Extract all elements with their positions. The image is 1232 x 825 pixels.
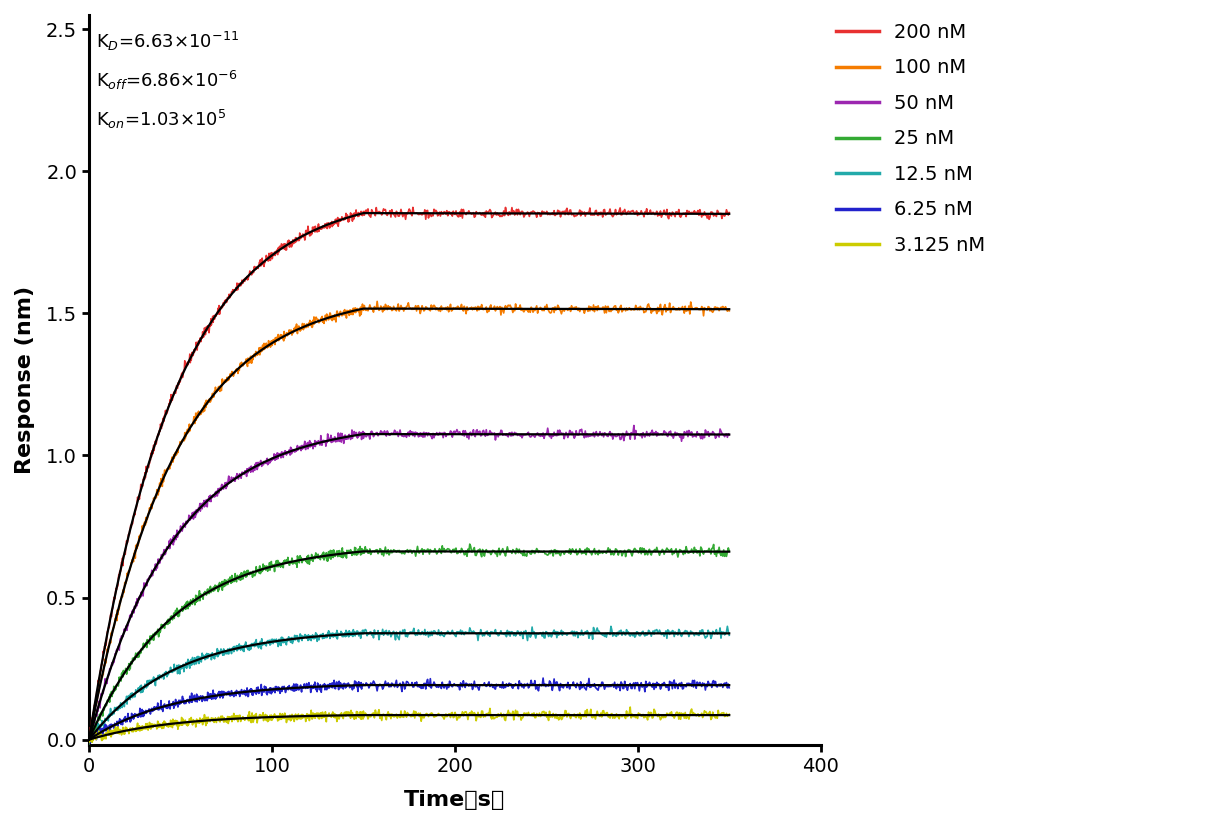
- 200 nM: [405, 202, 420, 212]
- 6.25 nM: [129, 710, 144, 720]
- 25 nM: [266, 560, 281, 570]
- 6.25 nM: [283, 685, 298, 695]
- 25 nM: [435, 541, 450, 551]
- 3.125 nM: [722, 710, 737, 719]
- Text: K$_{D}$=6.63×10$^{-11}$
K$_{off}$=6.86×10$^{-6}$
K$_{on}$=1.03×10$^{5}$: K$_{D}$=6.63×10$^{-11}$ K$_{off}$=6.86×1…: [96, 30, 239, 131]
- X-axis label: Time（s）: Time（s）: [404, 790, 505, 810]
- 6.25 nM: [83, 738, 97, 748]
- 50 nM: [537, 433, 552, 443]
- 3.125 nM: [521, 707, 536, 717]
- Line: 100 nM: 100 nM: [89, 301, 729, 737]
- 25 nM: [521, 547, 536, 557]
- 100 nM: [81, 732, 96, 742]
- 12.5 nM: [129, 686, 144, 695]
- 50 nM: [435, 428, 450, 438]
- 200 nM: [521, 208, 536, 218]
- 6.25 nM: [436, 681, 451, 691]
- Y-axis label: Response (nm): Response (nm): [15, 286, 34, 474]
- 100 nM: [283, 327, 298, 337]
- 25 nM: [283, 557, 298, 567]
- 12.5 nM: [722, 630, 737, 640]
- Line: 3.125 nM: 3.125 nM: [89, 707, 729, 742]
- 200 nM: [283, 237, 298, 247]
- 12.5 nM: [436, 630, 451, 640]
- 100 nM: [266, 335, 281, 345]
- 25 nM: [537, 549, 552, 559]
- 100 nM: [436, 304, 451, 314]
- 3.125 nM: [436, 712, 451, 722]
- 50 nM: [627, 421, 642, 431]
- 200 nM: [266, 250, 281, 260]
- Legend: 200 nM, 100 nM, 50 nM, 25 nM, 12.5 nM, 6.25 nM, 3.125 nM: 200 nM, 100 nM, 50 nM, 25 nM, 12.5 nM, 6…: [828, 15, 993, 262]
- 200 nM: [81, 733, 96, 743]
- 6.25 nM: [521, 683, 536, 693]
- 50 nM: [722, 430, 737, 440]
- 12.5 nM: [521, 628, 536, 638]
- 100 nM: [128, 540, 143, 550]
- 100 nM: [370, 296, 384, 306]
- 3.125 nM: [129, 723, 144, 733]
- 12.5 nM: [85, 738, 100, 747]
- 12.5 nM: [81, 737, 96, 747]
- 100 nM: [537, 301, 552, 311]
- 3.125 nM: [283, 712, 298, 722]
- 6.25 nM: [722, 683, 737, 693]
- 6.25 nM: [267, 684, 282, 694]
- 12.5 nM: [267, 634, 282, 644]
- 25 nM: [81, 739, 96, 749]
- Line: 6.25 nM: 6.25 nM: [89, 678, 729, 743]
- 200 nM: [537, 209, 552, 219]
- 12.5 nM: [283, 634, 298, 644]
- Line: 200 nM: 200 nM: [89, 207, 729, 738]
- 50 nM: [81, 736, 96, 746]
- 12.5 nM: [719, 621, 734, 631]
- 50 nM: [520, 428, 535, 438]
- 6.25 nM: [538, 681, 553, 691]
- Line: 50 nM: 50 nM: [89, 426, 729, 741]
- 200 nM: [436, 210, 451, 219]
- 200 nM: [722, 208, 737, 218]
- 3.125 nM: [85, 738, 100, 747]
- 200 nM: [128, 504, 143, 514]
- 100 nM: [722, 306, 737, 316]
- 3.125 nM: [267, 709, 282, 719]
- 6.25 nM: [536, 673, 551, 683]
- 25 nM: [128, 648, 143, 658]
- 3.125 nM: [537, 711, 552, 721]
- 100 nM: [521, 307, 536, 317]
- Line: 12.5 nM: 12.5 nM: [89, 626, 729, 742]
- Line: 25 nM: 25 nM: [89, 544, 729, 744]
- 3.125 nM: [81, 738, 96, 747]
- 3.125 nM: [623, 702, 638, 712]
- 25 nM: [722, 546, 737, 556]
- 50 nM: [266, 449, 281, 459]
- 50 nM: [283, 442, 298, 452]
- 6.25 nM: [81, 736, 96, 746]
- 12.5 nM: [537, 633, 552, 643]
- 25 nM: [462, 540, 477, 549]
- 50 nM: [128, 602, 143, 612]
